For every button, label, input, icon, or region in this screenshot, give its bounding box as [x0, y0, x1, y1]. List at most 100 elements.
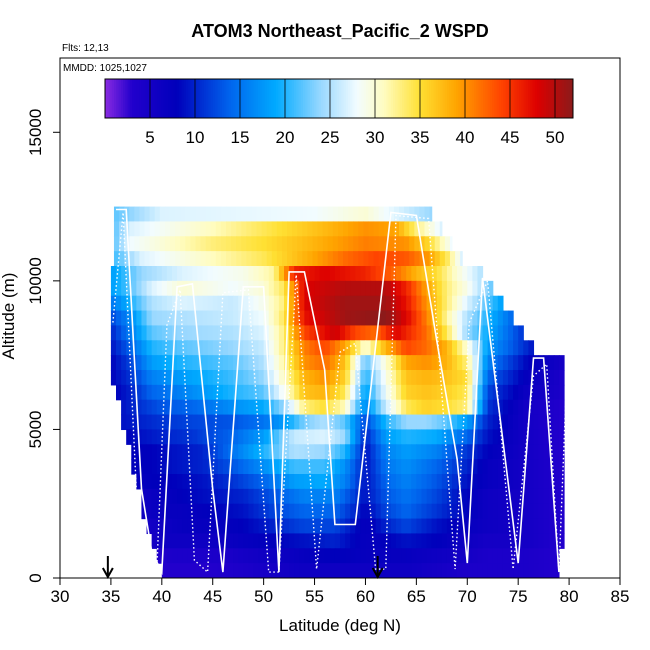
heatmap-cell — [268, 370, 275, 386]
heatmap-cell — [385, 370, 392, 386]
heatmap-cell — [175, 251, 181, 267]
heatmap-cell — [502, 488, 509, 505]
heatmap-cell — [426, 548, 433, 564]
heatmap-cell — [523, 340, 529, 356]
heatmap-cell — [197, 325, 204, 341]
heatmap-cell — [278, 310, 285, 327]
heatmap-cell — [373, 221, 380, 237]
heatmap-cell — [169, 221, 176, 237]
heatmap-cell — [518, 563, 524, 578]
colorbar-strip — [388, 79, 392, 118]
heatmap-cell — [182, 548, 188, 564]
heatmap-cell — [375, 503, 382, 520]
heatmap-cell — [487, 399, 494, 416]
heatmap-cell — [467, 325, 473, 341]
heatmap-cell — [360, 518, 367, 535]
heatmap-cell — [345, 280, 351, 297]
heatmap-cell — [217, 340, 224, 356]
heatmap-cell — [161, 325, 168, 341]
heatmap-cell — [508, 370, 514, 386]
heatmap-cell — [441, 280, 448, 297]
heatmap-cell — [416, 370, 423, 386]
heatmap-cell — [124, 251, 130, 267]
heatmap-cell — [161, 370, 168, 386]
heatmap-cell — [289, 325, 295, 341]
heatmap-cell — [258, 533, 265, 549]
colorbar-strip — [460, 79, 464, 118]
heatmap-cell — [304, 310, 311, 327]
heatmap-cell — [324, 503, 331, 520]
colorbar-strip — [489, 79, 493, 118]
heatmap-cell — [228, 325, 234, 341]
heatmap-cell — [304, 488, 311, 505]
heatmap-cell — [360, 533, 367, 549]
heatmap-cell — [139, 236, 146, 252]
heatmap-cell — [431, 414, 438, 431]
heatmap-cell — [182, 474, 188, 490]
heatmap-cell — [508, 414, 514, 431]
heatmap-cell — [309, 518, 316, 535]
heatmap-cell — [151, 459, 158, 475]
heatmap-cell — [172, 474, 178, 490]
heatmap-cell — [441, 563, 448, 578]
heatmap-cell — [502, 399, 509, 416]
heatmap-cell — [431, 459, 438, 475]
colorbar-strip — [478, 79, 482, 118]
heatmap-cell — [523, 533, 529, 549]
heatmap-cell — [472, 503, 479, 520]
heatmap-cell — [363, 236, 370, 252]
heatmap-cell — [467, 533, 473, 549]
heatmap-cell — [131, 384, 137, 401]
colorbar-strip — [204, 79, 207, 118]
heatmap-cell — [190, 236, 197, 252]
heatmap-cell — [477, 340, 484, 356]
heatmap-cell — [457, 280, 463, 297]
heatmap-cell — [217, 370, 224, 386]
heatmap-cell — [421, 325, 428, 341]
heatmap-cell — [185, 236, 191, 252]
heatmap-cell — [355, 459, 361, 475]
heatmap-cell — [370, 310, 377, 327]
heatmap-cell — [177, 280, 183, 297]
x-tick-label: 40 — [152, 587, 171, 606]
heatmap-cell — [492, 340, 499, 356]
heatmap-cell — [182, 414, 188, 431]
heatmap-cell — [116, 340, 122, 356]
heatmap-cell — [281, 206, 288, 223]
heatmap-cell — [304, 533, 311, 549]
heatmap-cell — [396, 518, 402, 535]
heatmap-cell — [243, 266, 249, 282]
heatmap-cell — [319, 325, 326, 341]
colorbar-strip — [269, 79, 272, 118]
heatmap-cell — [243, 370, 249, 386]
heatmap-cell — [190, 221, 197, 237]
heatmap-cell — [217, 444, 224, 460]
heatmap-cell — [217, 325, 224, 341]
colorbar-strip — [429, 79, 432, 118]
heatmap-cell — [363, 206, 370, 223]
heatmap-cell — [543, 503, 550, 520]
heatmap-cell — [426, 310, 433, 327]
heatmap-cell — [441, 533, 448, 549]
heatmap-cell — [233, 310, 239, 327]
colorbar-strip — [109, 79, 113, 118]
colorbar-strip — [487, 79, 491, 118]
heatmap-cell — [467, 399, 473, 416]
heatmap-cell — [246, 251, 253, 267]
heatmap-cell — [151, 370, 158, 386]
heatmap-cell — [248, 355, 255, 371]
heatmap-cell — [258, 295, 265, 312]
heatmap-cell — [278, 399, 285, 416]
x-tick-label: 80 — [560, 587, 579, 606]
heatmap-cell — [307, 251, 314, 267]
heatmap-cell — [365, 310, 372, 327]
heatmap-cell — [263, 310, 270, 327]
heatmap-cell — [406, 280, 412, 297]
heatmap-cell — [508, 459, 514, 475]
colorbar-strip — [557, 79, 560, 118]
heatmap-cell — [304, 370, 311, 386]
heatmap-cell — [220, 221, 227, 237]
heatmap-cell — [268, 266, 275, 282]
heatmap-cell — [340, 399, 346, 416]
heatmap-cell — [225, 251, 232, 267]
